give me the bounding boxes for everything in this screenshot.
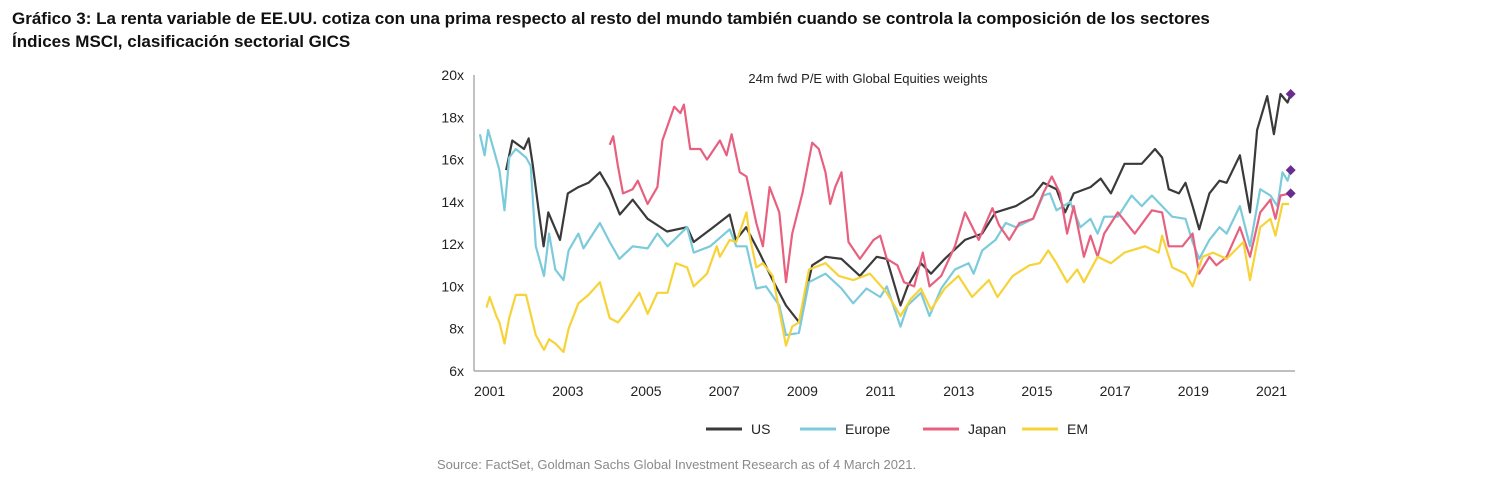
chart-subtitle: Índices MSCI, clasificación sectorial GI… [12, 32, 351, 51]
legend-item-europe: Europe [800, 421, 890, 437]
y-tick-label: 14x [441, 194, 464, 210]
x-tick-label: 2009 [787, 383, 818, 399]
legend-item-em: EM [1022, 421, 1088, 437]
legend: US Europe Japan EM [706, 421, 1088, 437]
x-tick-label: 2005 [630, 383, 661, 399]
series-line-europe [478, 128, 1292, 337]
x-tick-label: 2013 [943, 383, 974, 399]
legend-item-us: US [706, 421, 770, 437]
x-tick-label: 2003 [552, 383, 583, 399]
x-tick-label: 2021 [1256, 383, 1287, 399]
end-marker-japan [1285, 188, 1296, 199]
x-tick-label: 2001 [474, 383, 505, 399]
x-tick-label: 2007 [709, 383, 740, 399]
series-lines [478, 92, 1292, 354]
y-tick-label: 8x [449, 321, 464, 337]
legend-label: US [751, 421, 770, 437]
end-marker-europe [1285, 165, 1296, 176]
y-tick-label: 20x [441, 67, 464, 83]
y-tick-label: 18x [441, 109, 464, 125]
axes: 6x 8x 10x 12x 14x 16x 18x 20x 2001 2003 2005 2007 20… [441, 67, 1295, 399]
y-tick-label: 6x [449, 363, 464, 379]
legend-label: EM [1067, 421, 1088, 437]
series-line-us [505, 92, 1292, 324]
chart-title: Gráfico 3: La renta variable de EE.UU. c… [12, 9, 1210, 28]
end-marker-us [1285, 89, 1296, 100]
series-line-em [485, 202, 1290, 354]
y-tick-label: 10x [441, 278, 464, 294]
series-line-japan [608, 103, 1291, 288]
legend-label: Japan [968, 421, 1006, 437]
legend-label: Europe [845, 421, 890, 437]
plot-title: 24m fwd P/E with Global Equities weights [748, 71, 988, 86]
y-tick-label: 12x [441, 236, 464, 252]
x-tick-label: 2019 [1178, 383, 1209, 399]
end-markers [1285, 89, 1296, 199]
x-tick-label: 2015 [1021, 383, 1052, 399]
x-tick-label: 2011 [866, 383, 896, 399]
legend-item-japan: Japan [923, 421, 1006, 437]
y-tick-label: 16x [441, 152, 464, 168]
source-note: Source: FactSet, Goldman Sachs Global In… [437, 457, 917, 472]
x-tick-label: 2017 [1100, 383, 1131, 399]
